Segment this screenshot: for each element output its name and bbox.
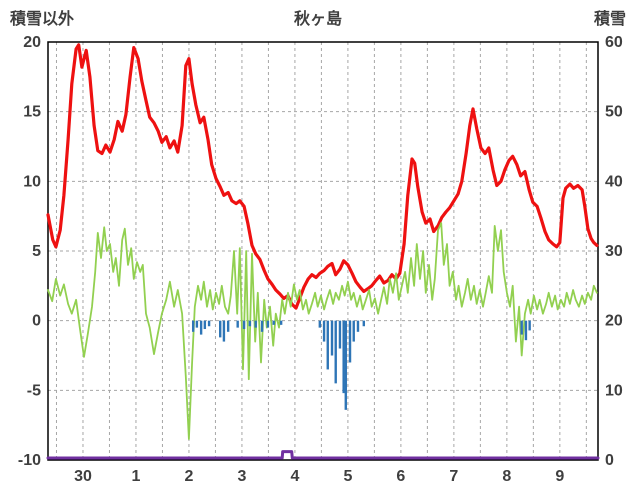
left-axis-title: 積雪以外 bbox=[10, 11, 75, 28]
svg-text:4: 4 bbox=[290, 468, 299, 485]
svg-text:-10: -10 bbox=[18, 452, 41, 469]
svg-text:0: 0 bbox=[605, 452, 614, 469]
svg-text:10: 10 bbox=[605, 382, 623, 399]
gridlines bbox=[48, 42, 598, 460]
svg-text:30: 30 bbox=[605, 243, 623, 260]
svg-text:7: 7 bbox=[449, 468, 458, 485]
red-line-series bbox=[46, 43, 599, 310]
green-line-series bbox=[47, 222, 598, 441]
svg-text:5: 5 bbox=[32, 243, 41, 260]
svg-text:60: 60 bbox=[605, 34, 623, 51]
svg-text:5: 5 bbox=[343, 468, 352, 485]
right-axis-title: 積雪 bbox=[593, 11, 626, 28]
svg-text:50: 50 bbox=[605, 104, 623, 121]
svg-text:30: 30 bbox=[74, 468, 92, 485]
chart-title: 秋ヶ島 bbox=[293, 11, 342, 28]
svg-text:20: 20 bbox=[23, 34, 41, 51]
right-axis-tick-labels: 0 10 20 30 40 50 60 bbox=[605, 34, 623, 469]
left-axis-tick-labels: -10 -5 0 5 10 15 20 bbox=[18, 34, 41, 469]
svg-text:3: 3 bbox=[237, 468, 246, 485]
svg-text:10: 10 bbox=[23, 173, 41, 190]
svg-text:6: 6 bbox=[396, 468, 405, 485]
svg-text:-5: -5 bbox=[27, 382, 41, 399]
purple-line-series bbox=[46, 450, 600, 460]
blue-bars-series bbox=[191, 320, 531, 410]
svg-text:40: 40 bbox=[605, 173, 623, 190]
svg-text:9: 9 bbox=[555, 468, 564, 485]
svg-text:1: 1 bbox=[132, 468, 141, 485]
svg-text:2: 2 bbox=[184, 468, 193, 485]
svg-text:0: 0 bbox=[32, 313, 41, 330]
plot-border bbox=[47, 41, 599, 461]
svg-text:8: 8 bbox=[502, 468, 511, 485]
svg-text:20: 20 bbox=[605, 313, 623, 330]
svg-text:15: 15 bbox=[23, 104, 41, 121]
x-axis-day-labels: 30 1 2 3 4 5 6 7 8 9 bbox=[74, 468, 564, 485]
